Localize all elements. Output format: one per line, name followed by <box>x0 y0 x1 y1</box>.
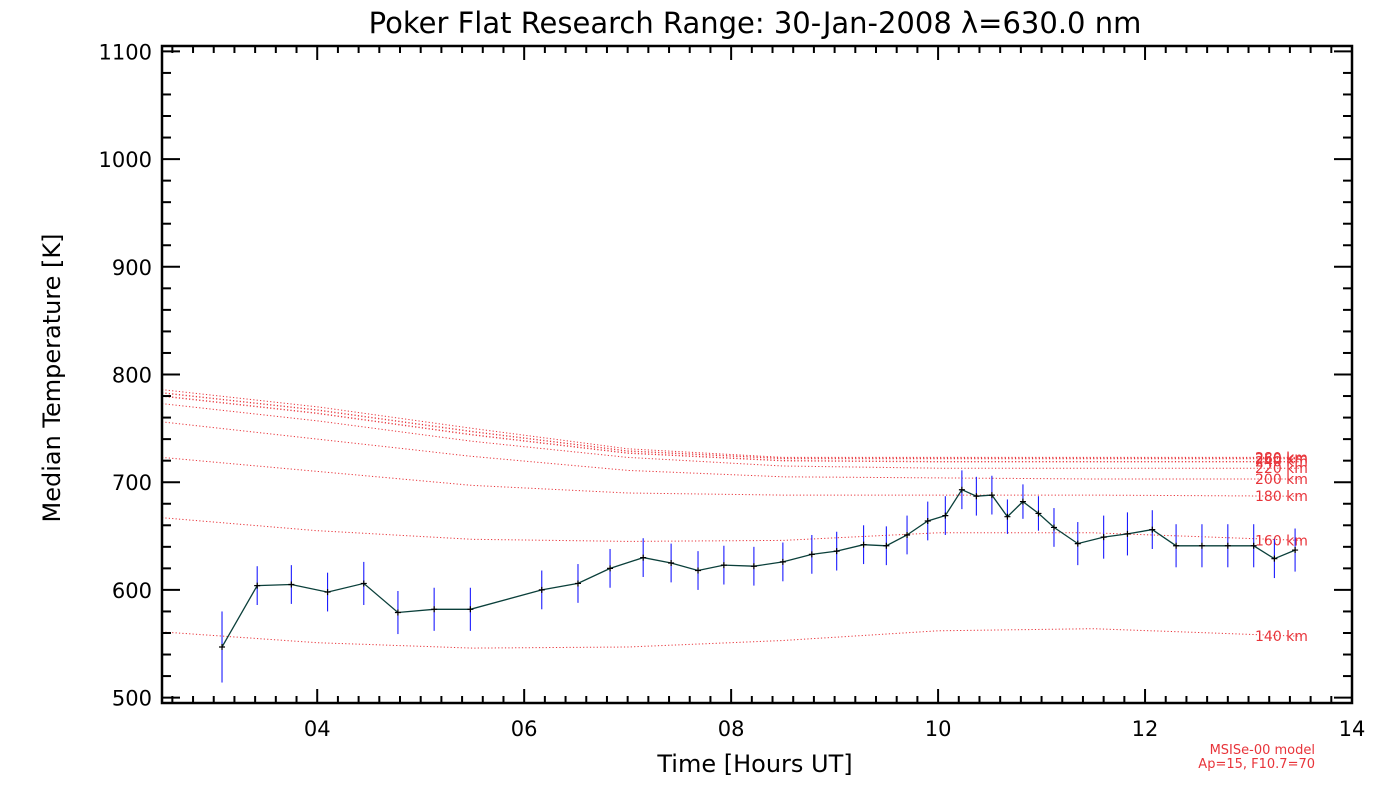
model-curve-140-km <box>161 628 1301 649</box>
data-point <box>431 606 438 613</box>
measurement-line <box>221 488 1296 648</box>
data-point <box>1100 534 1107 541</box>
model-curve-180-km <box>161 456 1301 497</box>
data-point <box>1004 513 1011 520</box>
data-point <box>1250 542 1257 549</box>
data-point <box>360 580 367 587</box>
model-curve-240-km <box>161 395 1301 463</box>
data-point <box>779 558 786 565</box>
x-tick-label: 08 <box>718 717 745 741</box>
y-axis-label: Median Temperature [K] <box>38 233 66 522</box>
y-tick-label: 600 <box>112 579 152 603</box>
model-curve-160-km <box>161 517 1301 542</box>
data-point <box>607 565 614 572</box>
data-point <box>988 492 995 499</box>
y-tick-label: 700 <box>112 471 152 495</box>
y-tick-label: 1100 <box>99 40 152 64</box>
data-point <box>808 551 815 558</box>
data-point <box>750 563 757 570</box>
data-point <box>695 567 702 574</box>
data-point <box>904 531 911 538</box>
x-tick-label: 12 <box>1132 717 1159 741</box>
model-curve-260-km <box>161 392 1301 460</box>
data-point <box>1124 530 1131 537</box>
x-tick-label: 10 <box>925 717 952 741</box>
data-point <box>720 562 727 569</box>
data-point <box>668 559 675 566</box>
x-tick-label: 06 <box>511 717 538 741</box>
model-curve-200-km <box>161 421 1301 480</box>
y-tick-label: 800 <box>112 364 152 388</box>
model-curve-label: 260 km <box>1255 452 1308 468</box>
y-tick-label: 900 <box>112 256 152 280</box>
axis-ticks: 04 06 08 10 12 14 500 600 700 800 900 1000 1100 <box>99 40 1366 741</box>
data-point <box>1198 542 1205 549</box>
y-tick-label: 500 <box>112 687 152 711</box>
model-curve-label: 280 km <box>1255 450 1308 466</box>
model-curve-label: 140 km <box>1255 629 1308 645</box>
data-point <box>640 554 647 561</box>
data-point <box>833 548 840 555</box>
data-point <box>942 512 949 519</box>
data-point <box>958 486 965 493</box>
data-point <box>924 517 931 524</box>
y-tick-label: 1000 <box>99 148 152 172</box>
data-point <box>883 542 890 549</box>
data-point <box>1224 542 1231 549</box>
data-point <box>1173 542 1180 549</box>
data-point <box>860 541 867 548</box>
plot-border <box>160 44 1354 705</box>
data-point <box>1019 498 1026 505</box>
model-curve-label: 220 km <box>1255 461 1308 477</box>
x-tick-label: 04 <box>304 717 331 741</box>
data-point <box>1271 555 1278 562</box>
data-point <box>288 581 295 588</box>
plot-frame <box>160 44 1354 705</box>
data-point <box>1292 547 1299 554</box>
model-note-line2: Ap=15, F10.7=70 <box>1198 757 1315 772</box>
x-tick-label: 14 <box>1339 717 1366 741</box>
model-curve-label: 160 km <box>1255 533 1308 549</box>
measurement-series <box>219 470 1299 683</box>
data-point <box>1050 524 1057 531</box>
data-point <box>324 589 331 596</box>
chart-title: Poker Flat Research Range: 30-Jan-2008 λ… <box>369 6 1142 40</box>
data-point <box>467 606 474 613</box>
data-point <box>394 609 401 616</box>
data-point <box>973 493 980 500</box>
data-point <box>1149 526 1156 533</box>
data-point <box>254 582 261 589</box>
data-point <box>1074 540 1081 547</box>
data-point <box>574 580 581 587</box>
data-point <box>219 643 226 650</box>
model-curve-280-km <box>161 389 1301 458</box>
model-curve-label: 200 km <box>1255 472 1308 488</box>
model-note-line1: MSISe-00 model <box>1210 743 1315 758</box>
model-curve-label: 180 km <box>1255 489 1308 505</box>
data-point <box>538 586 545 593</box>
data-point <box>1035 510 1042 517</box>
x-axis-label: Time [Hours UT] <box>656 750 852 778</box>
model-curve-220-km <box>161 403 1301 469</box>
